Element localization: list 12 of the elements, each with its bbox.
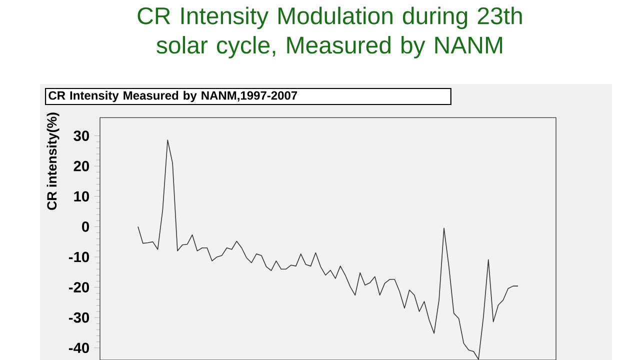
line-series <box>138 140 518 360</box>
y-tick-label: 10 <box>74 191 89 202</box>
y-tick-label: 0 <box>82 221 89 232</box>
y-axis-title: CR intensity(%) <box>46 112 60 210</box>
chart-subtitle: CR Intensity Measured by NANM,1997-2007 <box>48 90 298 102</box>
y-tick-label: -40 <box>68 342 89 354</box>
y-tick-label: -20 <box>68 282 89 292</box>
chart-title: CR Intensity Modulation during 23th solar cycle, Measured by NANM <box>138 6 522 58</box>
y-tick-label: 20 <box>74 160 89 172</box>
y-tick-label: 30 <box>74 130 89 141</box>
y-tick-label: -10 <box>68 252 89 262</box>
y-tick-label: -30 <box>68 312 89 323</box>
